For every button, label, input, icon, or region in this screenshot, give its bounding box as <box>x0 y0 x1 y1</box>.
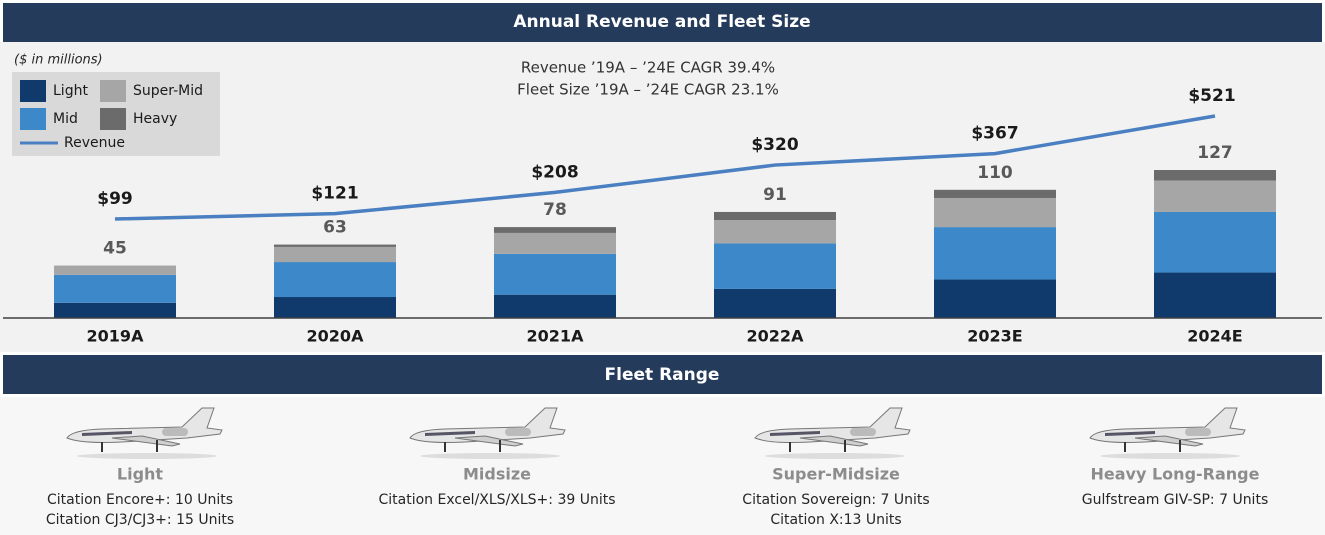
unit-note: ($ in millions) <box>14 53 103 68</box>
bar-segment <box>1154 170 1276 181</box>
bar-segment <box>54 302 176 318</box>
total-label: 110 <box>977 163 1013 183</box>
legend-label: Light <box>53 83 88 99</box>
x-tick-label: 2021A <box>527 327 585 346</box>
bar-segment <box>274 246 396 263</box>
legend-label: Mid <box>53 111 78 127</box>
fleet-class: Light <box>117 465 164 484</box>
bar-segment <box>274 297 396 318</box>
bar-segment <box>714 211 836 221</box>
fleet-detail: Citation Encore+: 10 Units <box>47 492 233 508</box>
x-tick-label: 2024E <box>1187 327 1242 346</box>
x-tick-label: 2019A <box>87 327 145 346</box>
legend-swatch <box>20 108 46 130</box>
bar-segment <box>934 279 1056 318</box>
x-tick-label: 2020A <box>307 327 365 346</box>
legend-label: Heavy <box>133 111 177 127</box>
bar-segment <box>494 253 616 295</box>
header-bar <box>3 3 1322 42</box>
fleet-detail: Citation X:13 Units <box>770 512 901 528</box>
bar-segment <box>494 232 616 254</box>
bar-segment <box>714 243 836 289</box>
bar-segment <box>1154 211 1276 273</box>
legend-swatch <box>100 108 126 130</box>
legend-label: Super-Mid <box>133 83 203 99</box>
fleet-detail: Citation Sovereign: 7 Units <box>742 492 929 508</box>
x-tick-label: 2023E <box>967 327 1022 346</box>
section-title: Fleet Range <box>605 365 720 385</box>
annotation: Revenue ’19A – ’24E CAGR 39.4% <box>521 59 775 77</box>
bar-segment <box>1154 180 1276 212</box>
fleet-range: Light Citation Encore+: 10 Units Citation … <box>46 465 1268 529</box>
header-bar <box>3 355 1322 394</box>
bar-segment <box>934 189 1056 198</box>
bar-segment <box>494 294 616 318</box>
total-label: 63 <box>323 218 347 238</box>
chart-bg <box>0 42 1325 352</box>
fleet-class: Super-Midsize <box>772 465 900 484</box>
bar-segment <box>274 244 396 247</box>
revenue-label: $99 <box>97 189 133 209</box>
plot: Light Mid Super-Mid Heavy Revenue 45 2019A 63 20… <box>3 80 1322 346</box>
fleet-detail: Gulfstream GIV-SP: 7 Units <box>1082 492 1268 508</box>
bar-segment <box>274 262 396 298</box>
total-label: 91 <box>763 185 787 205</box>
annotation: Fleet Size ’19A – ’24E CAGR 23.1% <box>517 81 779 99</box>
total-label: 78 <box>543 200 567 220</box>
x-tick-label: 2022A <box>747 327 805 346</box>
fleet-bg <box>0 397 1325 535</box>
fleet-class: Heavy Long-Range <box>1091 465 1260 484</box>
bar-segment <box>714 220 836 244</box>
revenue-label: $521 <box>1188 86 1235 106</box>
bar-segment <box>934 197 1056 228</box>
bar-segment <box>1154 272 1276 318</box>
fleet-detail: Citation CJ3/CJ3+: 15 Units <box>46 512 234 528</box>
legend-swatch <box>20 80 46 102</box>
chart-title: Annual Revenue and Fleet Size <box>513 12 810 32</box>
bar-segment <box>934 227 1056 280</box>
bar-segment <box>494 227 616 233</box>
revenue-label: $320 <box>751 135 798 155</box>
bar-segment <box>714 288 836 318</box>
bar-segment <box>54 265 176 275</box>
revenue-label: $121 <box>311 184 358 204</box>
bar-segment <box>54 274 176 303</box>
revenue-label: $208 <box>531 162 578 182</box>
revenue-line <box>114 114 1216 221</box>
total-label: 45 <box>103 239 127 259</box>
revenue-label: $367 <box>971 124 1018 144</box>
legend-label: Revenue <box>64 135 125 151</box>
legend-swatch <box>100 80 126 102</box>
fleet-detail: Citation Excel/XLS/XLS+: 39 Units <box>378 492 615 508</box>
fleet-class: Midsize <box>463 465 531 484</box>
total-label: 127 <box>1197 143 1233 163</box>
